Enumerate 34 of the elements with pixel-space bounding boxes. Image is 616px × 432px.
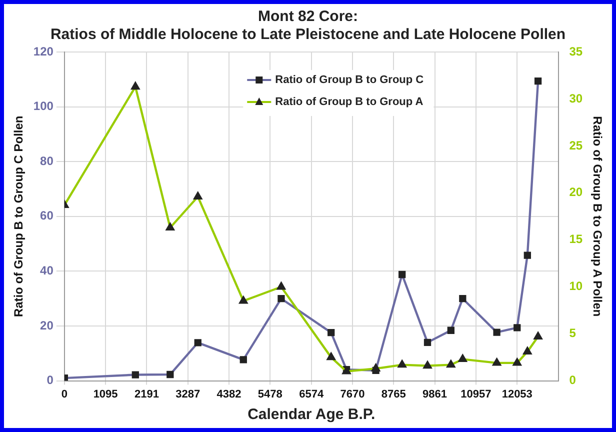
text: Ratios of Middle Holocene to Late Pleistocene and Late Holocene Pollen xyxy=(50,26,566,44)
x-tick-label: 0 xyxy=(61,388,68,400)
x-tick-label: 6574 xyxy=(299,388,324,400)
y-tick-label: 20 xyxy=(40,318,54,332)
y2-tick-label: 30 xyxy=(569,91,583,106)
y2-tick-label: 35 xyxy=(569,44,583,58)
y-tick-label: 40 xyxy=(40,264,54,278)
x-tick-label: 4382 xyxy=(216,388,242,400)
y-tick-label: 80 xyxy=(40,154,54,168)
y-tick-label: 0 xyxy=(46,373,54,388)
x-axis-title: Calendar Age B.P. xyxy=(248,406,376,424)
y2-tick-label: 15 xyxy=(569,232,583,246)
y-tick-label: 100 xyxy=(33,99,54,114)
text: Mont 82 Core: xyxy=(258,8,358,26)
x-tick-label: 7670 xyxy=(340,388,365,400)
x-tick-label: 9861 xyxy=(422,388,448,400)
y-axis-title: Ratio of Group B to Group C Pollen xyxy=(12,116,26,318)
x-tick-label: 1095 xyxy=(93,388,118,400)
legend-label: Ratio of Group B to Group C xyxy=(275,74,424,86)
y2-axis-title: Ratio of Group B to Group A Pollen xyxy=(590,116,604,317)
y2-tick-label: 5 xyxy=(569,326,576,340)
y2-tick-label: 0 xyxy=(569,373,576,388)
x-tick-label: 2191 xyxy=(134,388,159,400)
y2-tick-label: 10 xyxy=(569,279,583,294)
y2-tick-label: 25 xyxy=(569,138,583,152)
x-tick-label: 3287 xyxy=(176,388,200,400)
y-tick-label: 120 xyxy=(33,44,54,58)
legend-label: Ratio of Group B to Group A xyxy=(275,96,424,108)
x-tick-label: 5478 xyxy=(258,388,282,400)
x-tick-label: 10957 xyxy=(460,388,492,400)
y2-tick-label: 20 xyxy=(569,185,583,200)
x-tick-label: 8765 xyxy=(381,388,406,400)
x-tick-label: 12053 xyxy=(502,388,532,400)
y-tick-label: 60 xyxy=(40,208,54,223)
